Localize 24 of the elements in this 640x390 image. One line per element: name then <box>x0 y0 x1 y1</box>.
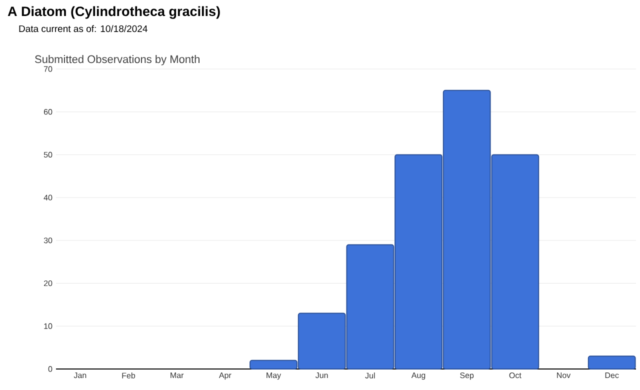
y-tick-label: 60 <box>44 109 52 115</box>
y-tick-label: 50 <box>44 152 52 158</box>
y-tick-label: 10 <box>44 323 52 329</box>
x-tick-label: Mar <box>170 372 184 378</box>
x-tick-label: Feb <box>122 372 136 378</box>
y-tick-label: 40 <box>44 194 52 200</box>
y-tick-label: 0 <box>48 366 52 372</box>
x-tick-label: Jan <box>74 372 86 378</box>
y-tick-label: 70 <box>44 66 52 72</box>
x-tick-label: Jul <box>365 372 375 378</box>
bar <box>588 356 636 370</box>
y-tick-label: 30 <box>44 238 52 244</box>
text: Submitted Observations by Month <box>35 55 200 66</box>
x-tick-label: May <box>266 372 282 380</box>
x-tick-label: Dec <box>605 372 619 378</box>
x-tick-label: Apr <box>218 372 232 380</box>
x-tick-label: Nov <box>557 372 571 378</box>
x-tick-label: Oct <box>509 372 522 378</box>
chart-subtitle: Data current as of: 10/18/2024 <box>19 25 148 32</box>
x-tick-label: Aug <box>411 372 426 380</box>
chart-title: A Diatom (Cylindrotheca gracilis) <box>8 6 220 19</box>
x-tick-label: Sep <box>460 372 474 380</box>
y-tick-label: 20 <box>44 280 52 286</box>
x-tick-label: Jun <box>316 372 328 378</box>
